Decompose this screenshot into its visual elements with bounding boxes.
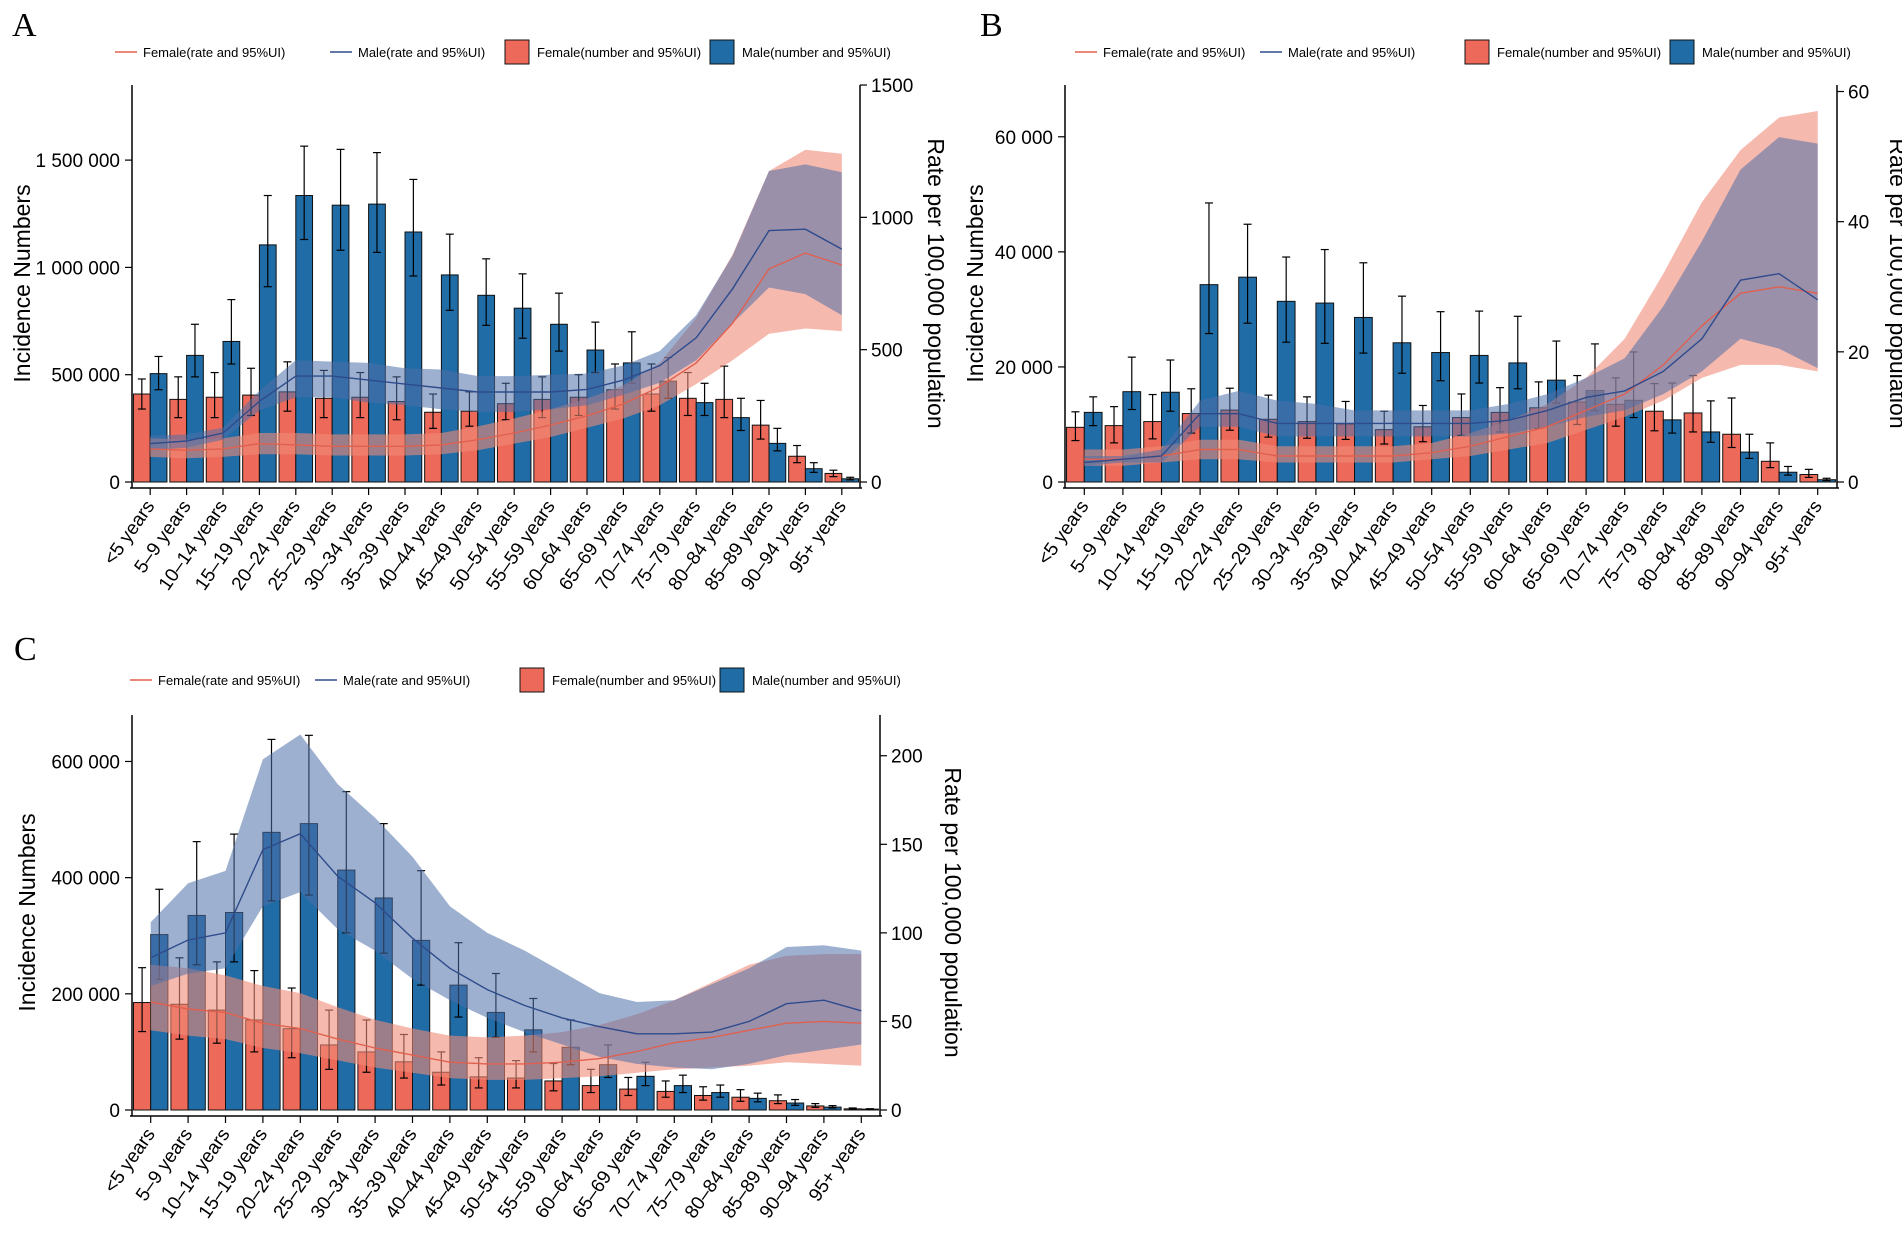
right-axis-title: Rate per 100,000 population	[923, 138, 949, 428]
legend-swatch-female-number	[1464, 39, 1490, 65]
legend: Female(rate and 95%UI) Male(rate and 95%U…	[1075, 39, 1851, 65]
band-male-rate	[1084, 137, 1818, 466]
left-axis-tick-label: 1 000 000	[35, 258, 120, 279]
legend-label-female-number: Female(number and 95%UI)	[1497, 45, 1661, 60]
legend-label-female-rate: Female(rate and 95%UI)	[158, 673, 300, 688]
legend-label-male-number: Male(number and 95%UI)	[742, 45, 891, 60]
panel-b: B Female(rate and 95%UI) Male(rate and 95%…	[962, 7, 1902, 595]
line-female-rate	[150, 1001, 862, 1065]
legend: Female(rate and 95%UI) Male(rate and 95%U…	[130, 667, 901, 693]
right-axis-tick-label: 100	[891, 924, 923, 945]
line-male-rate	[150, 228, 843, 445]
right-axis-tick-label: 1500	[871, 76, 913, 97]
right-axis-tick-label: 40	[1848, 213, 1869, 234]
right-axis-tick-label: 0	[871, 473, 882, 494]
band-male-rate	[150, 164, 842, 451]
left-axis-title: Incidence Numbers	[962, 184, 988, 382]
left-axis-title: Incidence Numbers	[14, 813, 40, 1011]
right-axis-tick-label: 0	[891, 1101, 902, 1122]
line-male-rate	[1084, 272, 1819, 464]
left-axis-tick-label: 400 000	[51, 869, 120, 890]
legend-swatch-female-number	[504, 39, 530, 65]
left-axis-tick-label: 60 000	[995, 128, 1053, 149]
legend-label-female-number: Female(number and 95%UI)	[552, 673, 716, 688]
right-axis-tick-label: 0	[1848, 473, 1859, 494]
legend: Female(rate and 95%UI) Male(rate and 95%U…	[115, 39, 891, 65]
right-axis-tick-label: 60	[1848, 83, 1869, 104]
bars-layer	[1066, 202, 1836, 483]
line-female-rate	[150, 252, 843, 451]
right-axis-tick-label: 200	[891, 747, 923, 768]
left-axis-tick-label: 0	[109, 1101, 120, 1122]
right-axis-tick-label: 150	[891, 835, 923, 856]
panel-c: C Female(rate and 95%UI) Male(rate and 95%…	[14, 631, 966, 1223]
right-axis-tick-label: 500	[871, 341, 903, 362]
left-axis-tick-label: 40 000	[995, 243, 1053, 264]
right-axis-title: Rate per 100,000 population	[1885, 138, 1902, 428]
right-axis-title: Rate per 100,000 population	[940, 767, 966, 1057]
band-male-rate	[150, 734, 862, 1070]
legend-label-female-rate: Female(rate and 95%UI)	[143, 45, 285, 60]
legend-swatch-female-number	[519, 667, 545, 693]
right-axis-tick-label: 20	[1848, 343, 1869, 364]
legend-swatch-male-number	[1669, 39, 1695, 65]
left-axis-tick-label: 500 000	[51, 366, 120, 387]
panel-letter: C	[14, 631, 37, 668]
left-axis-tick-label: 20 000	[995, 358, 1053, 379]
legend-label-male-number: Male(number and 95%UI)	[1702, 45, 1851, 60]
legend-label-male-number: Male(number and 95%UI)	[752, 673, 901, 688]
left-axis-title: Incidence Numbers	[9, 184, 35, 382]
left-axis-tick-label: 1 500 000	[35, 151, 120, 172]
left-axis-tick-label: 0	[109, 473, 120, 494]
legend-label-female-rate: Female(rate and 95%UI)	[1103, 45, 1245, 60]
left-axis-tick-label: 200 000	[51, 985, 120, 1006]
legend-swatch-male-number	[719, 667, 745, 693]
left-axis-tick-label: 600 000	[51, 752, 120, 773]
right-axis-tick-label: 1000	[871, 208, 913, 229]
legend-label-male-rate: Male(rate and 95%UI)	[1288, 45, 1415, 60]
legend-swatch-male-number	[709, 39, 735, 65]
panel-letter: B	[980, 7, 1003, 44]
left-axis-tick-label: 0	[1042, 473, 1053, 494]
line-female-rate	[1084, 286, 1818, 460]
line-male-rate	[150, 832, 862, 1035]
legend-label-female-number: Female(number and 95%UI)	[537, 45, 701, 60]
panel-a: A Female(rate and 95%UI) Male(rate and 95%…	[9, 7, 949, 595]
panel-letter: A	[12, 7, 37, 44]
legend-label-male-rate: Male(rate and 95%UI)	[343, 673, 470, 688]
right-axis-tick-label: 50	[891, 1012, 912, 1033]
legend-label-male-rate: Male(rate and 95%UI)	[358, 45, 485, 60]
